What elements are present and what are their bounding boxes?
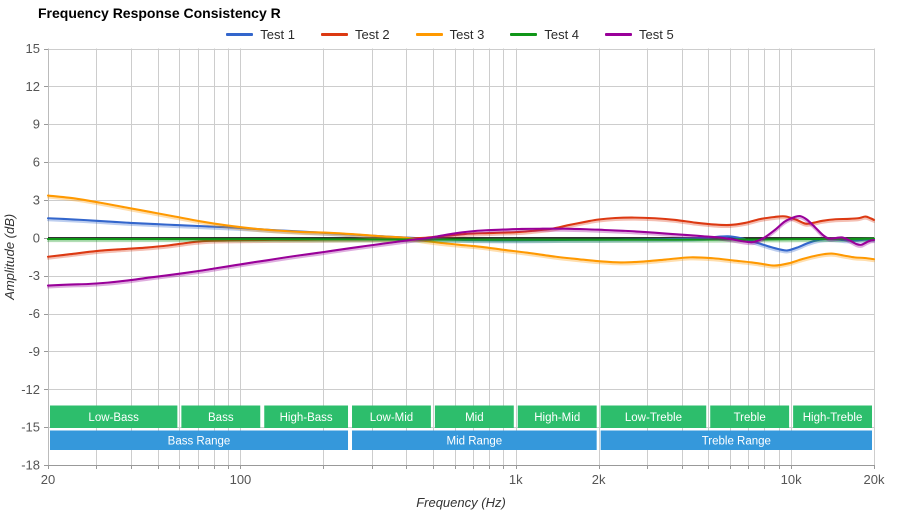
band-high-mid <box>517 405 597 428</box>
band-label-low-mid: Low-Mid <box>370 412 413 424</box>
band-low-treble <box>600 405 707 428</box>
band-mid <box>434 405 514 428</box>
series-line-test-3 <box>46 194 876 267</box>
legend-swatch-test-3 <box>415 33 443 36</box>
legend-item-test-5[interactable]: Test 5 <box>605 27 674 42</box>
y-tick-label: -18 <box>21 458 40 473</box>
band-label-bass-range: Bass Range <box>168 435 231 447</box>
band-bass <box>181 405 261 428</box>
y-tick-label: -3 <box>28 268 40 283</box>
y-tick-label: 0 <box>33 230 40 245</box>
band-label-high-bass: High-Bass <box>280 412 333 424</box>
band-label-bass: Bass <box>208 412 234 424</box>
series-line-test-5 <box>46 214 876 287</box>
band-label-mid-range: Mid Range <box>447 435 503 447</box>
band-treble-range <box>600 430 872 450</box>
y-tick-label: -9 <box>28 344 40 359</box>
x-tick-label: 2k <box>592 472 606 487</box>
band-label-low-bass: Low-Bass <box>88 412 139 424</box>
band-mid-range <box>352 430 597 450</box>
series-ghost-test-2 <box>47 217 875 260</box>
x-tick-label: 100 <box>230 472 252 487</box>
x-tick-label: 20k <box>864 472 885 487</box>
band-low-mid <box>352 405 431 428</box>
y-tick-label: -12 <box>21 382 40 397</box>
y-tick-label: 15 <box>26 41 40 56</box>
legend-item-test-3[interactable]: Test 3 <box>415 27 485 42</box>
y-axis-title: Amplitude (dB) <box>2 214 17 301</box>
band-high-bass <box>264 405 349 428</box>
legend-item-test-2[interactable]: Test 2 <box>320 27 390 42</box>
y-tick-label: -15 <box>21 420 40 435</box>
legend-swatch-test-4 <box>510 33 538 36</box>
x-tick-label: 20 <box>41 472 55 487</box>
y-tick-label: 9 <box>33 117 40 132</box>
band-label-low-treble: Low-Treble <box>625 412 682 424</box>
legend-swatch-test-2 <box>320 33 348 36</box>
legend-swatch-test-5 <box>605 33 633 36</box>
gridlines <box>48 48 875 466</box>
band-label-mid: Mid <box>465 412 484 424</box>
band-label-high-mid: High-Mid <box>534 412 580 424</box>
x-tick-label: 10k <box>781 472 802 487</box>
legend-label-test-4: Test 4 <box>544 27 580 42</box>
legend-label-test-1: Test 1 <box>260 27 295 42</box>
band-high-treble <box>793 405 872 428</box>
legend-swatch-test-1 <box>226 33 254 36</box>
series-ghost-test-3 <box>47 196 875 269</box>
band-low-bass <box>50 405 178 428</box>
series-ghost-test-4 <box>47 239 875 243</box>
y-tick-label: 3 <box>33 192 40 207</box>
legend-item-test-1[interactable]: Test 1 <box>226 27 295 42</box>
y-tick-label: 6 <box>33 155 40 170</box>
axes <box>44 48 875 469</box>
series-line-test-4 <box>46 237 876 241</box>
legend-item-test-4[interactable]: Test 4 <box>510 27 579 42</box>
series-ghost-test-1 <box>47 219 875 254</box>
chart-title: Frequency Response Consistency R <box>38 5 281 21</box>
legend-label-test-3: Test 3 <box>449 27 485 42</box>
y-tick-label: -6 <box>28 306 40 321</box>
legend-label-test-5: Test 5 <box>639 27 674 42</box>
series-ghost-test-5 <box>47 216 875 289</box>
y-tick-label: 12 <box>26 79 40 94</box>
band-treble <box>710 405 790 428</box>
band-bass-range <box>50 430 349 450</box>
legend-label-test-2: Test 2 <box>354 27 390 42</box>
band-label-treble: Treble <box>734 412 766 424</box>
band-label-high-treble: High-Treble <box>803 412 863 424</box>
band-label-treble-range: Treble Range <box>702 435 771 447</box>
x-tick-label: 1k <box>509 472 523 487</box>
legend: Test 1 Test 2 Test 3 Test 4 Test 5 <box>0 26 900 43</box>
x-axis-title: Frequency (Hz) <box>416 495 506 510</box>
